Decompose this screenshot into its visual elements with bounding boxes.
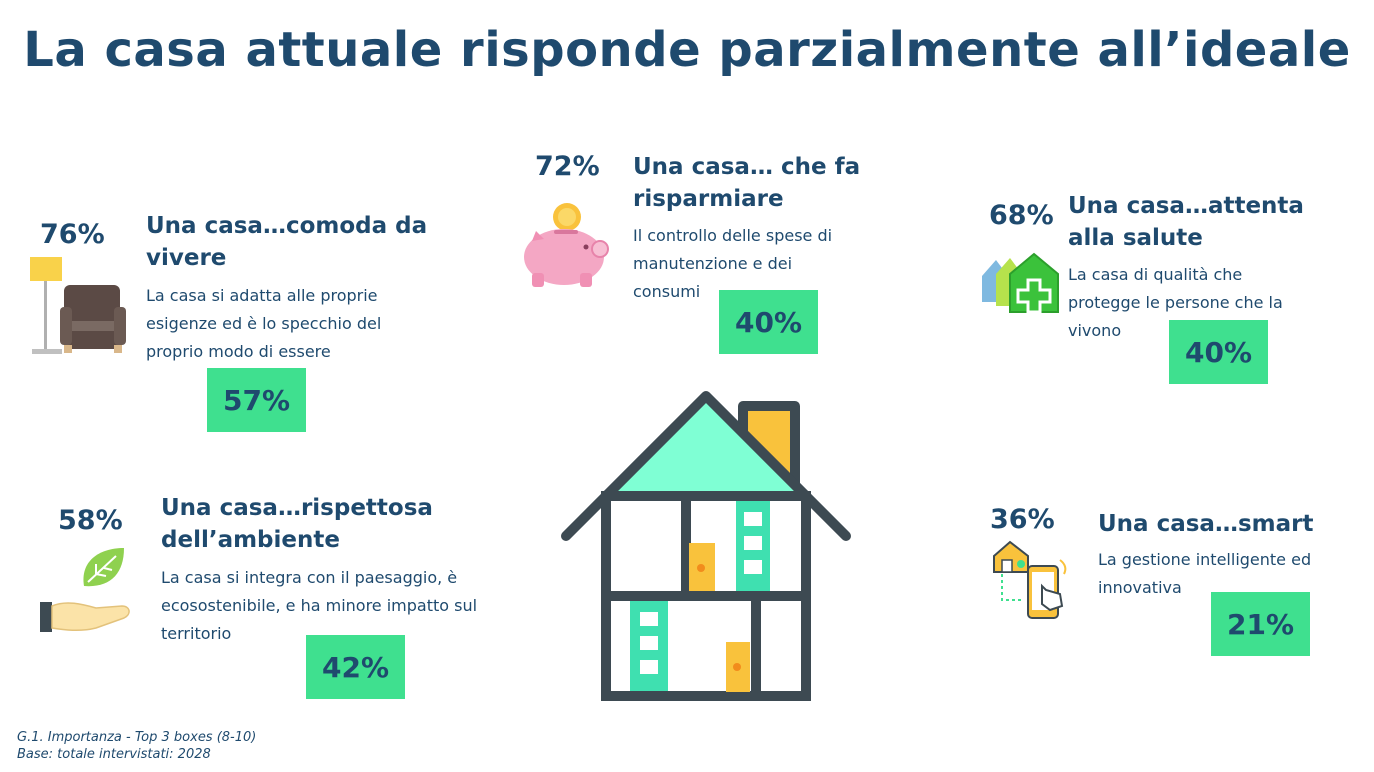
item-salute-score: 40% [1169, 320, 1268, 384]
item-smart-pct: 36% [990, 504, 1055, 535]
piggy-bank-icon [524, 203, 609, 287]
item-risparmio-description: Il controllo delle spese di manutenzione… [633, 226, 833, 301]
item-smart-score: 21% [1211, 592, 1310, 656]
item-ambiente-score: 42% [306, 635, 405, 699]
footer-note: G.1. Importanza - Top 3 boxes (8-10) Bas… [17, 729, 256, 763]
item-comoda-pct: 76% [40, 219, 105, 250]
item-smart-description: La gestione intelligente ed innovativa [1098, 550, 1312, 597]
armchair-lamp-icon [30, 257, 126, 354]
item-comoda-heading: Una casa…comoda da vivere [146, 213, 428, 271]
item-comoda-description: La casa si adatta alle proprie esigenze … [146, 286, 382, 361]
item-smart-heading: Una casa…smart [1098, 511, 1314, 537]
leaf-hand-icon [40, 548, 130, 632]
page-title: La casa attuale risponde parzialmente al… [23, 22, 1351, 78]
smart-home-phone-icon [993, 540, 1067, 619]
item-risparmio-pct: 72% [535, 151, 600, 182]
footer-question: G.1. Importanza - Top 3 boxes (8-10) [17, 730, 257, 745]
item-salute-heading: Una casa…attenta alla salute [1068, 193, 1304, 251]
item-risparmio-score: 40% [719, 290, 818, 354]
item-comoda-score: 57% [207, 368, 306, 432]
item-ambiente-heading: Una casa…rispettosa dell’ambiente [161, 495, 433, 553]
health-house-icon [982, 252, 1059, 314]
item-ambiente-pct: 58% [58, 505, 123, 536]
item-risparmio-heading: Una casa… che fa risparmiare [633, 154, 861, 212]
footer-base: Base: totale intervistati: 2028 [17, 747, 211, 762]
item-ambiente-description: La casa si integra con il paesaggio, è e… [161, 568, 478, 643]
item-salute-description: La casa di qualità che protegge le perso… [1068, 265, 1283, 340]
house-illustration [561, 391, 851, 701]
item-salute-pct: 68% [989, 200, 1054, 231]
